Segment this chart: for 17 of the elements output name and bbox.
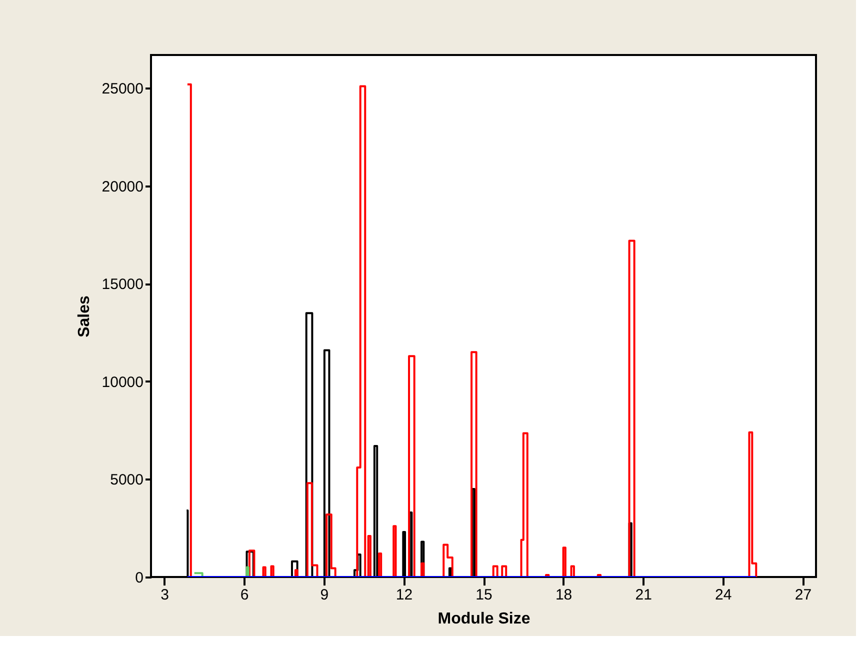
y-tick-label: 10000 — [102, 374, 144, 391]
x-tick-label: 3 — [160, 586, 169, 604]
y-tick-label: 15000 — [102, 276, 144, 294]
y-tick-label: 0 — [135, 570, 144, 586]
x-tick-label: 6 — [240, 586, 249, 604]
x-tick-label: 15 — [476, 586, 492, 604]
y-tick-label: 5000 — [110, 472, 144, 489]
y-axis-title: Sales — [76, 295, 93, 338]
x-tick-label: 18 — [555, 586, 572, 604]
y-tick-label: 25000 — [102, 80, 144, 98]
x-axis-title: Module Size — [438, 610, 530, 628]
x-tick-label: 24 — [715, 586, 732, 604]
x-tick-label: 27 — [794, 586, 812, 604]
y-tick-label: 20000 — [102, 178, 144, 196]
x-tick-label: 9 — [320, 586, 329, 604]
x-tick-label: 21 — [635, 586, 652, 604]
x-tick-label: 12 — [396, 586, 413, 604]
